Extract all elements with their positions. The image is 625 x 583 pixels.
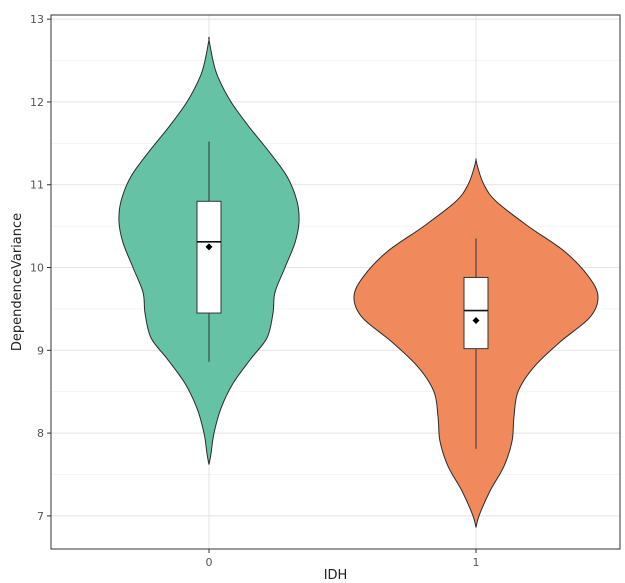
plot-frame [50,14,621,550]
box-1 [463,276,489,350]
y-tick-label: 8 [37,427,44,440]
axis-ticks: 7 8 9 10 11 12 13 0 1 [30,13,480,569]
y-tick-label: 13 [30,13,44,26]
x-tick-label: 1 [473,556,480,569]
y-tick-label: 9 [37,344,44,357]
y-axis-title: DependenceVariance [10,213,25,351]
y-tick-label: 7 [37,510,44,523]
mean-marker-1 [472,316,480,324]
y-tick-label: 10 [30,262,44,275]
x-tick-label: 0 [206,556,213,569]
box-0 [196,200,222,314]
y-tick-label: 11 [30,179,44,192]
x-axis-title: IDH [324,568,348,583]
boxplots [196,141,489,449]
mean-marker-0 [205,243,213,251]
y-tick-label: 12 [30,96,44,109]
